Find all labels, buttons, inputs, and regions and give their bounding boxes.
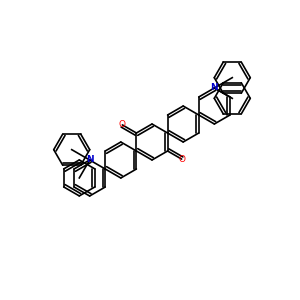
Text: O: O bbox=[178, 154, 185, 164]
Text: O: O bbox=[119, 120, 126, 129]
Text: N: N bbox=[86, 155, 94, 164]
Text: N: N bbox=[211, 83, 218, 92]
